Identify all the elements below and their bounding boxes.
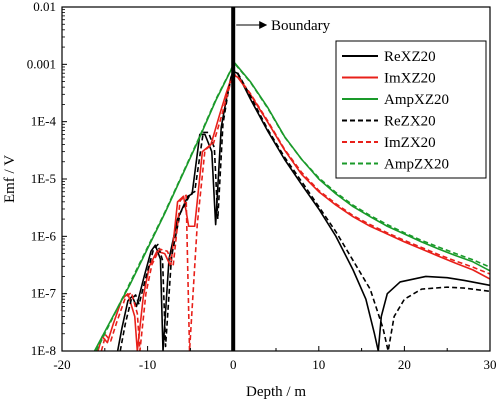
series-layer xyxy=(93,62,490,351)
x-tick-label: -20 xyxy=(53,357,70,372)
series-line-imxz20 xyxy=(97,74,490,351)
y-tick-label: 1E-7 xyxy=(31,286,57,301)
legend-items: ReXZ20 ImXZ20 AmpXZ20 ReZX20 ImZX20 AmpZX20 xyxy=(342,49,449,173)
y-tick-label: 1E-8 xyxy=(31,343,56,358)
y-tick-label: 1E-4 xyxy=(31,114,57,129)
legend-box xyxy=(335,40,487,179)
x-tick-label: 0 xyxy=(230,357,237,372)
x-tick-label: 10 xyxy=(312,357,325,372)
legend-label-imxz20: ImXZ20 xyxy=(384,71,436,87)
series-line-imzx20 xyxy=(100,73,490,351)
x-axis-label: Depth / m xyxy=(246,384,306,400)
x-axis: -20 -10 0 10 20 30 xyxy=(53,346,497,372)
legend-label-imzx20: ImZX20 xyxy=(384,135,436,151)
y-tick-label: 1E-5 xyxy=(31,171,56,186)
y-axis: 1E-8 1E-7 1E-6 1E-5 1E-4 0.001 0.01 xyxy=(27,0,67,358)
boundary-annotation: Boundary xyxy=(271,18,331,34)
series-line-rezx20 xyxy=(119,69,490,351)
legend-label-rezx20: ReZX20 xyxy=(384,114,436,130)
x-tick-label: 30 xyxy=(484,357,497,372)
y-tick-label: 0.01 xyxy=(33,0,56,14)
y-axis-label: Emf / V xyxy=(2,155,18,203)
x-tick-label: 20 xyxy=(398,357,411,372)
x-tick-label: -10 xyxy=(139,357,156,372)
legend-label-ampxz20: AmpXZ20 xyxy=(384,92,449,108)
y-tick-label: 1E-6 xyxy=(31,228,57,243)
legend: ReXZ20 ImXZ20 AmpXZ20 ReZX20 ImZX20 AmpZX20 xyxy=(335,40,487,179)
legend-label-ampzx20: AmpZX20 xyxy=(384,157,449,173)
legend-label-rexz20: ReXZ20 xyxy=(384,49,436,65)
y-tick-label: 0.001 xyxy=(27,56,56,71)
series-line-ampzx20 xyxy=(95,63,490,351)
